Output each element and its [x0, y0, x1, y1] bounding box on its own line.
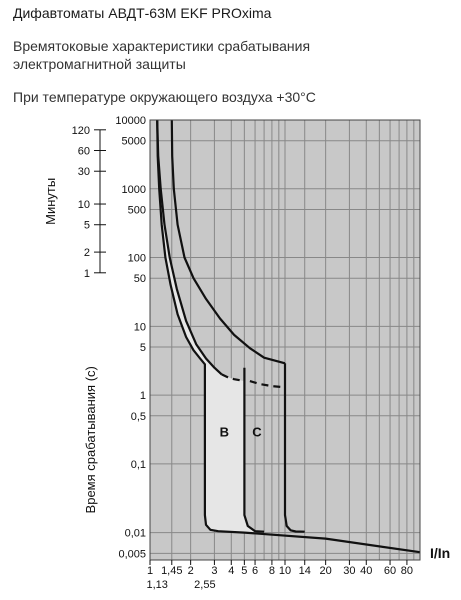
curve-c-curve [170, 119, 286, 365]
curves [156, 119, 421, 554]
curve-b-band-max [156, 119, 223, 376]
curve-b-band-max-ext [221, 373, 245, 383]
band-b-fill [157, 120, 265, 533]
minute-tick-label: 10 [78, 199, 90, 211]
x-tick-label: 3 [211, 565, 217, 577]
x-tick-label: 60 [384, 565, 396, 577]
y-tick-label: 10 [134, 321, 146, 333]
minutes-axis-label: Минуты [43, 178, 58, 225]
x-tick-label: 5 [241, 565, 247, 577]
axes: 10000 5000 1000 500 100 50 10 5 1 0,5 0,1 0,01 0,005… [72, 115, 421, 591]
minute-tick-label: 2 [84, 247, 90, 259]
chart-subtitle: Времятоковые характеристики срабатывания… [13, 38, 311, 72]
x-tick-label-secondary: 2,55 [194, 579, 215, 591]
y-tick-label: 0,005 [118, 548, 146, 560]
y-tick-label: 500 [128, 204, 146, 216]
seconds-axis-label: Время срабатывания (с) [83, 366, 98, 513]
y-tick-label: 1000 [122, 184, 146, 196]
x-tick-label: 14 [299, 565, 311, 577]
y-tick-label: 1 [140, 390, 146, 402]
curve-c-curve-ext [249, 380, 286, 389]
minute-tick-label: 120 [72, 125, 90, 137]
labels: Минуты Время срабатывания (с) I/In B C [43, 178, 450, 561]
minute-tick-label: 30 [78, 166, 90, 178]
y-tick-label: 5000 [122, 136, 146, 148]
y-tick-label: 0,01 [125, 528, 146, 540]
y-tick-label: 0,5 [131, 411, 146, 423]
y-tick-label: 0,1 [131, 459, 146, 471]
x-tick-label: 2 [188, 565, 194, 577]
x-tick-label: 40 [360, 565, 372, 577]
y-tick-label: 100 [128, 253, 146, 265]
x-tick-label: 4 [228, 565, 234, 577]
curve-b-band-max-drop [243, 367, 265, 533]
minute-tick-label: 1 [84, 268, 90, 280]
curve-c-curve-drop [283, 363, 305, 533]
band-label-c: C [252, 424, 262, 439]
page-title: Дифавтоматы АВДТ-63М EKF PROxima [13, 5, 272, 21]
x-tick-label: 8 [269, 565, 275, 577]
y-tick-label: 50 [134, 273, 146, 285]
x-tick-label: 6 [252, 565, 258, 577]
y-tick-label: 5 [140, 342, 146, 354]
x-tick-label: 1,45 [161, 565, 182, 577]
x-tick-label: 10 [279, 565, 291, 577]
x-tick-label-secondary: 1,13 [146, 579, 167, 591]
band-b-area [157, 120, 265, 533]
x-tick-label: 1 [147, 565, 153, 577]
minute-tick-label: 5 [84, 220, 90, 232]
band-label-b: B [220, 424, 229, 439]
x-axis-label: I/In [430, 545, 450, 561]
temperature-condition: При температуре окружающего воздуха +30°… [13, 89, 316, 105]
x-tick-label: 30 [343, 565, 355, 577]
x-tick-label: 20 [320, 565, 332, 577]
minute-tick-label: 60 [78, 146, 90, 158]
curve-b-band-min [156, 119, 421, 554]
x-tick-label: 80 [401, 565, 413, 577]
y-tick-label: 10000 [115, 115, 146, 127]
